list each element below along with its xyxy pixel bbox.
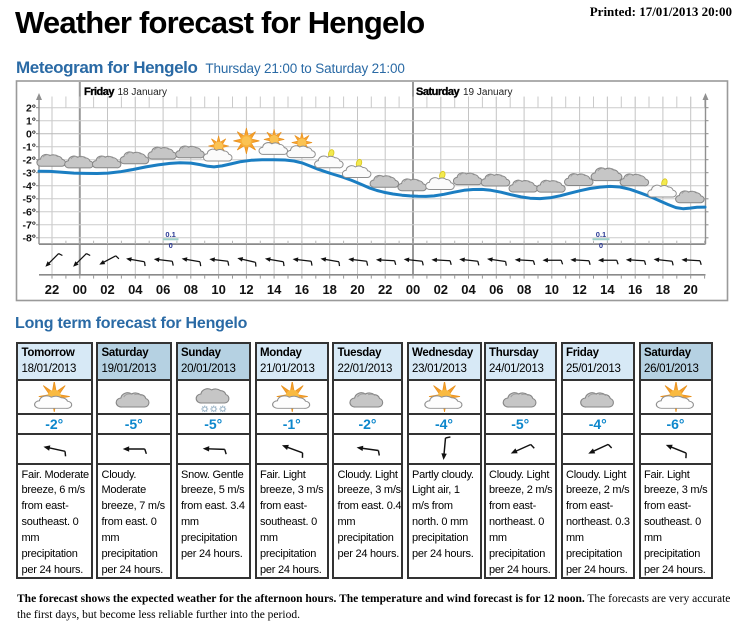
svg-text:18: 18 — [656, 282, 670, 297]
svg-text:-3°: -3° — [22, 167, 36, 179]
svg-text:1°: 1° — [26, 115, 36, 127]
svg-text:-6°: -6° — [22, 206, 36, 218]
svg-text:04: 04 — [128, 282, 143, 297]
svg-text:00: 00 — [73, 282, 87, 297]
svg-text:02: 02 — [100, 282, 114, 297]
svg-text:10: 10 — [211, 282, 225, 297]
svg-text:02: 02 — [434, 282, 448, 297]
svg-text:16: 16 — [295, 282, 309, 297]
svg-text:22: 22 — [378, 282, 392, 297]
svg-text:0: 0 — [599, 241, 603, 250]
svg-text:0: 0 — [169, 241, 173, 250]
svg-text:04: 04 — [461, 282, 476, 297]
svg-text:08: 08 — [184, 282, 198, 297]
svg-text:00: 00 — [406, 282, 420, 297]
svg-text:Saturday: Saturday — [416, 86, 460, 98]
svg-text:-7°: -7° — [22, 219, 36, 231]
svg-text:Friday: Friday — [84, 86, 115, 98]
svg-text:10: 10 — [545, 282, 559, 297]
svg-text:16: 16 — [628, 282, 642, 297]
svg-text:12: 12 — [572, 282, 586, 297]
svg-text:14: 14 — [267, 282, 282, 297]
svg-text:06: 06 — [489, 282, 503, 297]
svg-text:22: 22 — [45, 282, 59, 297]
svg-text:-4°: -4° — [22, 180, 36, 192]
svg-text:18: 18 — [322, 282, 336, 297]
svg-text:08: 08 — [517, 282, 531, 297]
svg-text:0.1: 0.1 — [165, 230, 175, 239]
svg-text:06: 06 — [156, 282, 170, 297]
svg-text:12: 12 — [239, 282, 253, 297]
svg-text:20: 20 — [350, 282, 364, 297]
svg-text:19 January: 19 January — [463, 87, 512, 98]
svg-text:2°: 2° — [26, 102, 36, 114]
svg-text:0.1: 0.1 — [596, 230, 606, 239]
svg-text:18 January: 18 January — [118, 87, 167, 98]
svg-text:14: 14 — [600, 282, 615, 297]
svg-text:-2°: -2° — [22, 154, 36, 166]
svg-text:-1°: -1° — [22, 141, 36, 153]
svg-text:-8°: -8° — [22, 232, 36, 244]
svg-text:-5°: -5° — [22, 193, 36, 205]
svg-text:0°: 0° — [26, 128, 36, 140]
svg-text:20: 20 — [683, 282, 697, 297]
